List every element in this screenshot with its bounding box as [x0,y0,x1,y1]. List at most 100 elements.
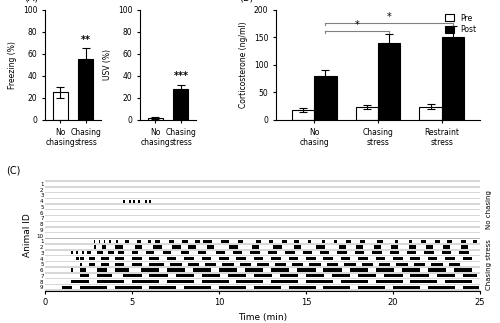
Bar [238,240,244,243]
Bar [204,240,212,243]
Bar [45,274,480,278]
Bar [207,245,214,249]
Bar [302,251,312,255]
Bar [298,268,316,272]
Bar [76,251,78,255]
Bar [324,257,333,260]
Bar [271,257,281,260]
Bar [356,245,364,249]
Bar [327,263,338,266]
Bar [80,263,82,266]
Bar [292,263,304,266]
Bar [45,234,480,238]
Bar [288,286,316,289]
Bar [294,245,301,249]
Bar [442,37,464,120]
Text: **: ** [80,35,90,45]
Bar [268,251,278,255]
Bar [280,274,298,277]
Bar [322,240,325,243]
Legend: Pre, Post: Pre, Post [445,14,476,34]
Bar [184,286,211,289]
Bar [87,251,90,255]
Bar [62,286,72,289]
Bar [45,285,480,289]
Text: *: * [387,12,392,22]
Bar [393,286,420,289]
Text: ***: *** [174,71,188,81]
Bar [378,240,382,243]
Bar [392,245,398,249]
Bar [354,251,364,255]
Bar [372,251,382,255]
Bar [124,274,142,277]
Bar [356,107,378,120]
Bar [459,251,468,255]
Bar [45,256,480,261]
Bar [124,200,126,203]
Bar [454,268,472,272]
Bar [358,274,376,277]
Text: *: * [355,20,360,30]
Bar [245,268,264,272]
Bar [198,251,206,255]
Bar [314,76,336,120]
Bar [254,274,272,277]
Bar [52,92,68,120]
Bar [150,274,168,277]
Bar [194,240,200,243]
Bar [146,251,154,255]
Bar [94,240,95,243]
Bar [97,268,107,272]
Bar [274,263,286,266]
Bar [228,274,246,277]
Bar [45,228,480,232]
Bar [410,274,428,277]
Bar [140,268,159,272]
Bar [271,268,289,272]
Bar [45,245,480,249]
Bar [45,262,480,266]
Bar [379,263,390,266]
Bar [271,280,298,283]
Bar [97,280,124,283]
Bar [102,245,106,249]
Y-axis label: Freezing (%): Freezing (%) [8,41,18,89]
Bar [360,240,365,243]
Bar [407,251,416,255]
Bar [448,263,460,266]
Bar [108,251,114,255]
Bar [334,240,338,243]
Bar [339,245,346,249]
Bar [420,107,442,120]
Bar [202,274,220,277]
Bar [306,274,324,277]
Bar [338,251,347,255]
Bar [150,286,176,289]
Bar [137,240,140,243]
Bar [45,188,480,192]
Bar [82,251,84,255]
Bar [444,245,450,249]
Bar [358,257,368,260]
Bar [270,240,273,243]
Bar [71,251,73,255]
Y-axis label: Corticosterone (ng/ml): Corticosterone (ng/ml) [240,21,248,108]
Bar [216,251,225,255]
Bar [132,280,159,283]
Bar [316,245,325,249]
Bar [426,245,433,249]
Bar [80,274,90,277]
Bar [219,268,238,272]
Bar [428,268,446,272]
Bar [324,286,350,289]
Bar [172,245,180,249]
Bar [94,245,96,249]
Bar [428,257,438,260]
Bar [45,216,480,221]
Bar [384,274,402,277]
Bar [320,251,330,255]
Bar [461,240,466,243]
Bar [462,274,477,277]
Bar [144,200,146,203]
